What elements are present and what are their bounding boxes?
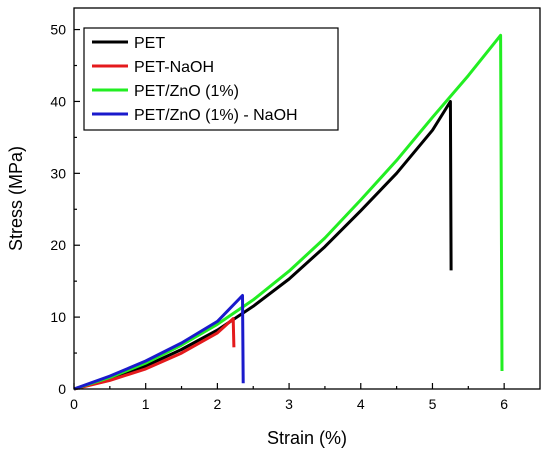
legend-label: PET/ZnO (1%) — [134, 83, 239, 100]
x-tick-label: 0 — [70, 396, 78, 412]
legend-label: PET — [134, 35, 165, 52]
legend-label: PET/ZnO (1%) - NaOH — [134, 107, 298, 124]
legend: PET PET-NaOH PET/ZnO (1%) PET/ZnO (1%) - Na… — [83, 27, 339, 131]
series-line-pet-zno-1-naoh — [73, 294, 245, 391]
y-tick-label: 30 — [50, 165, 66, 181]
y-tick-label: 0 — [58, 381, 66, 397]
x-tick-label: 3 — [285, 396, 293, 412]
legend-label: PET-NaOH — [134, 59, 214, 76]
axes — [73, 7, 541, 390]
x-tick-label: 6 — [500, 396, 508, 412]
x-tick-label: 5 — [429, 396, 437, 412]
y-axis-title: Stress (MPa) — [6, 146, 26, 251]
y-tick-label: 50 — [50, 22, 66, 38]
legend-frame — [83, 27, 339, 131]
x-tick-label: 2 — [213, 396, 221, 412]
series-line-pet-naoh — [73, 317, 236, 391]
y-tick-label: 10 — [50, 309, 66, 325]
y-tick-label: 40 — [50, 93, 66, 109]
ticks: 0 1 2 3 4 5 6 0 10 20 30 40 50 — [50, 22, 508, 412]
x-tick-label: 4 — [357, 396, 365, 412]
series-line-pet — [73, 100, 453, 391]
series-line-pet-zno-1 — [73, 33, 504, 391]
series-lines — [73, 33, 504, 391]
x-tick-label: 1 — [142, 396, 150, 412]
y-tick-label: 20 — [50, 237, 66, 253]
x-axis-title: Strain (%) — [267, 428, 347, 448]
plot-frame — [73, 7, 541, 390]
